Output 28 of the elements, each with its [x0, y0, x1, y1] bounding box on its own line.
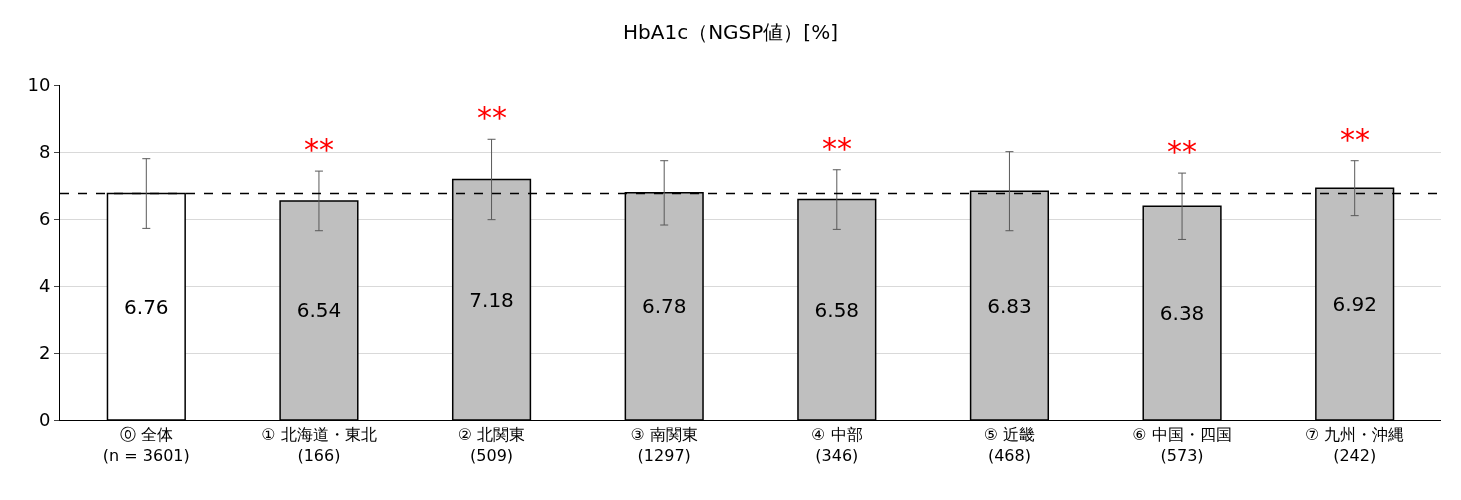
y-tick-label: 4 [38, 275, 51, 297]
x-tick-label: ③ 南関東 (1297) [630, 425, 698, 465]
data-label: 6.54 [296, 298, 342, 323]
data-label: 6.76 [124, 294, 169, 319]
y-tick-label: 8 [38, 141, 51, 163]
data-label: 6.38 [1159, 301, 1205, 326]
annotation: ** [304, 132, 334, 167]
annotation: ** [477, 100, 507, 135]
y-tick-label: 0 [38, 409, 51, 431]
data-label: 6.83 [987, 293, 1032, 318]
x-tick-label: ⓪ 全体 (n = 3601) [102, 425, 190, 465]
annotation: ** [1340, 122, 1370, 157]
x-tick-label: ④ 中部 (346) [811, 425, 863, 465]
data-label: 6.92 [1332, 292, 1377, 317]
data-label: 6.78 [641, 294, 687, 319]
annotation: ** [822, 131, 852, 166]
data-label: 7.18 [469, 287, 514, 312]
x-tick-label: ⑥ 中国・四国 (573) [1132, 425, 1232, 465]
data-label: 6.58 [814, 297, 860, 322]
chart-title: HbA1c（NGSP値）[%] [623, 20, 838, 44]
x-tick-label: ⑦ 九州・沖縄 (242) [1304, 425, 1405, 465]
y-tick-label: 2 [38, 342, 51, 364]
y-tick-label: 6 [38, 208, 51, 230]
x-tick-label: ⑤ 近畿 (468) [983, 425, 1036, 465]
annotation: ** [1167, 134, 1197, 169]
x-tick-label: ② 北関東 (509) [457, 425, 526, 465]
y-tick-label: 10 [27, 74, 51, 96]
x-tick-label: ① 北海道・東北 (166) [261, 425, 377, 465]
